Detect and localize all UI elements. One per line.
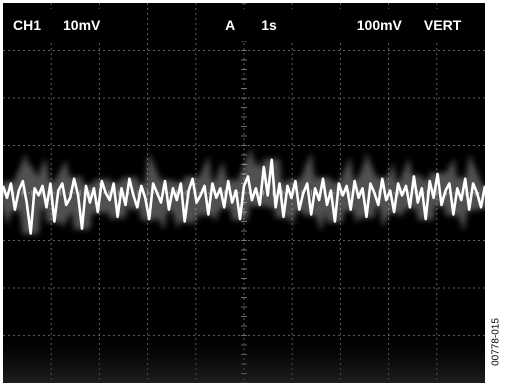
trigger-source: VERT	[423, 17, 462, 33]
figure-id: 00778-015	[487, 300, 505, 384]
timebase-readout: A 1s	[199, 9, 303, 41]
channel-readout: CH1 10mV	[5, 9, 127, 41]
trigger-level: 100mV	[356, 17, 402, 33]
oscilloscope-plot	[3, 3, 485, 383]
channel-label: CH1	[13, 17, 42, 33]
timebase-value: 1s	[261, 17, 277, 33]
channel-scale: 10mV	[63, 17, 101, 33]
trigger-readout: 100mV VERT	[339, 9, 479, 41]
figure-id-text: 00778-015	[490, 318, 502, 366]
oscilloscope-screen: CH1 10mV A 1s 100mV VERT	[3, 3, 485, 383]
acquire-mode: A	[225, 17, 236, 33]
